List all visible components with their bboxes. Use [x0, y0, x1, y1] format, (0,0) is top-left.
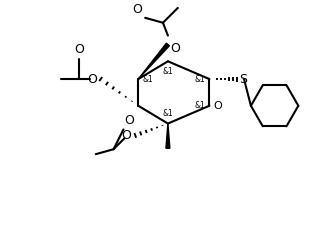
- Text: &1: &1: [194, 75, 205, 84]
- Text: O: O: [132, 3, 142, 16]
- Polygon shape: [166, 123, 170, 148]
- Text: O: O: [170, 42, 180, 54]
- Polygon shape: [138, 43, 169, 79]
- Text: O: O: [122, 129, 131, 142]
- Text: &1: &1: [143, 75, 154, 84]
- Text: &1: &1: [163, 109, 173, 118]
- Text: &1: &1: [163, 67, 173, 76]
- Text: O: O: [213, 101, 222, 111]
- Text: S: S: [239, 73, 247, 86]
- Text: O: O: [87, 73, 97, 86]
- Text: &1: &1: [194, 101, 205, 110]
- Text: O: O: [124, 114, 134, 128]
- Text: O: O: [74, 43, 84, 56]
